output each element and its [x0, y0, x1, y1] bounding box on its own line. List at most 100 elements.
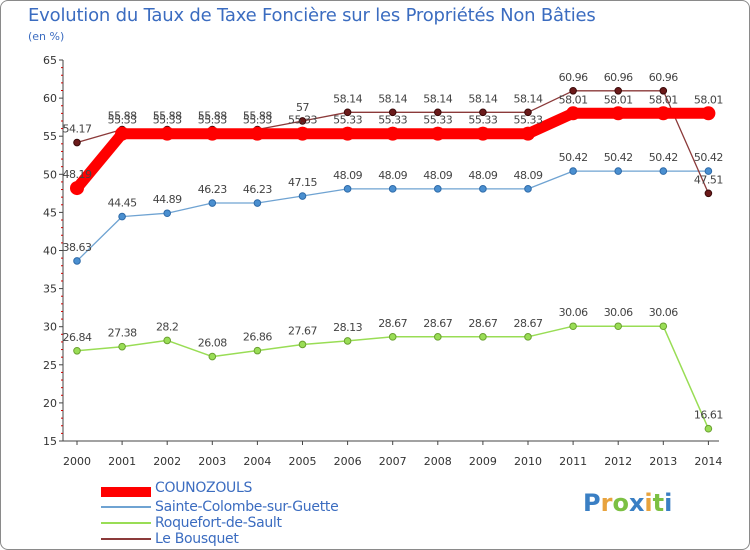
data-point-roquefort: [479, 333, 487, 341]
y-axis-unit: (en %): [28, 30, 65, 43]
data-label-sainte-colombe: 46.23: [243, 183, 272, 196]
data-label-roquefort: 27.38: [108, 327, 137, 340]
y-tick-label: 45: [43, 206, 57, 219]
data-label-roquefort: 30.06: [604, 306, 633, 319]
series-line-sainte-colombe: [76, 170, 710, 262]
x-tick-label: 2007: [379, 455, 407, 468]
y-tick-label: 20: [43, 397, 57, 410]
data-point-sainte-colombe: [569, 167, 577, 175]
data-point-counozouls: [205, 126, 220, 141]
logo-letter: o: [612, 489, 629, 517]
y-tick-label: 15: [43, 435, 57, 448]
data-point-sainte-colombe: [73, 257, 81, 265]
data-point-le-bousquet: [524, 108, 532, 117]
data-point-sainte-colombe: [479, 185, 487, 193]
data-label-roquefort: 27.67: [288, 324, 317, 337]
data-label-le-bousquet: 58.14: [514, 92, 543, 105]
y-tick-label: 55: [43, 130, 57, 143]
data-label-le-bousquet: 58.14: [468, 92, 497, 105]
data-label-sainte-colombe: 48.09: [378, 169, 407, 182]
data-label-counozouls: 55.33: [378, 114, 407, 127]
data-label-roquefort: 28.2: [156, 320, 179, 333]
data-point-roquefort: [659, 322, 668, 331]
legend-label-sainte-colombe: Sainte-Colombe-sur-Guette: [155, 499, 339, 515]
data-label-sainte-colombe: 48.09: [423, 169, 452, 182]
data-label-counozouls: 48.19: [63, 168, 92, 181]
data-point-counozouls: [70, 181, 84, 196]
data-label-le-bousquet: 58.14: [378, 92, 407, 105]
data-label-counozouls: 58.01: [649, 93, 678, 106]
data-label-sainte-colombe: 44.89: [153, 193, 182, 206]
data-point-roquefort: [118, 342, 126, 351]
y-tick-label: 30: [43, 321, 57, 334]
data-label-roquefort: 16.61: [694, 409, 723, 422]
data-point-counozouls: [295, 126, 310, 141]
data-label-sainte-colombe: 48.09: [514, 169, 543, 182]
data-label-roquefort: 30.06: [559, 306, 588, 319]
x-tick-label: 2004: [243, 455, 271, 468]
data-label-le-bousquet: 55.88: [108, 109, 137, 122]
data-point-le-bousquet: [434, 108, 442, 117]
x-tick-label: 2012: [604, 455, 632, 468]
data-point-sainte-colombe: [434, 185, 442, 193]
data-point-sainte-colombe: [704, 167, 713, 175]
data-label-counozouls: 55.33: [468, 114, 497, 127]
legend-label-le-bousquet: Le Bousquet: [155, 531, 239, 547]
logo-letter: P: [583, 489, 601, 517]
legend-label-roquefort: Roquefort-de-Sault: [155, 515, 282, 531]
data-label-sainte-colombe: 50.42: [694, 151, 723, 164]
legend-label-counozouls: COUNOZOULS: [155, 480, 253, 496]
data-label-roquefort: 28.67: [514, 317, 543, 330]
data-point-counozouls: [160, 126, 175, 141]
data-label-counozouls: 55.33: [423, 114, 452, 127]
x-tick-label: 2002: [153, 455, 181, 468]
data-point-le-bousquet: [388, 108, 397, 117]
data-point-counozouls: [250, 126, 265, 141]
data-point-roquefort: [614, 322, 623, 331]
data-label-sainte-colombe: 48.09: [468, 169, 497, 182]
data-point-le-bousquet: [569, 86, 577, 95]
data-label-roquefort: 28.67: [378, 317, 407, 330]
y-tick-label: 65: [43, 54, 57, 67]
x-tick-label: 2006: [334, 455, 362, 468]
x-tick-label: 2010: [514, 455, 542, 468]
data-point-counozouls: [611, 106, 626, 121]
data-label-le-bousquet: 55.88: [153, 109, 182, 122]
data-label-counozouls: 55.33: [333, 114, 362, 127]
data-label-counozouls: 58.01: [694, 93, 723, 106]
x-tick-label: 2008: [424, 455, 452, 468]
data-label-roquefort: 26.84: [63, 331, 92, 344]
x-tick-label: 2014: [694, 455, 722, 468]
data-label-roquefort: 28.67: [468, 317, 497, 330]
data-label-sainte-colombe: 38.63: [63, 241, 92, 254]
y-tick-label: 25: [43, 359, 57, 372]
data-point-le-bousquet: [614, 86, 623, 95]
data-point-counozouls: [475, 126, 490, 141]
data-point-sainte-colombe: [659, 167, 668, 175]
data-point-sainte-colombe: [163, 209, 171, 218]
data-point-counozouls: [656, 106, 671, 121]
data-label-sainte-colombe: 47.15: [288, 176, 317, 189]
data-point-counozouls: [340, 126, 355, 141]
legend-swatch-sainte-colombe: [101, 506, 151, 508]
data-label-counozouls: 58.01: [604, 93, 633, 106]
data-point-sainte-colombe: [524, 185, 532, 193]
data-label-sainte-colombe: 48.09: [333, 169, 362, 182]
data-point-sainte-colombe: [388, 185, 397, 193]
y-tick-label: 60: [43, 92, 57, 105]
x-tick-label: 2005: [289, 455, 317, 468]
data-point-le-bousquet: [343, 108, 352, 117]
data-label-sainte-colombe: 44.45: [108, 197, 137, 210]
data-label-le-bousquet: 47.51: [694, 173, 723, 186]
data-point-roquefort: [704, 424, 713, 433]
data-point-le-bousquet: [704, 189, 713, 198]
x-tick-label: 2013: [649, 455, 677, 468]
data-label-sainte-colombe: 46.23: [198, 183, 227, 196]
data-point-sainte-colombe: [614, 167, 623, 175]
data-label-sainte-colombe: 50.42: [559, 151, 588, 164]
data-label-roquefort: 26.08: [198, 337, 227, 350]
data-point-roquefort: [163, 336, 171, 345]
series-line-roquefort: [76, 325, 710, 430]
